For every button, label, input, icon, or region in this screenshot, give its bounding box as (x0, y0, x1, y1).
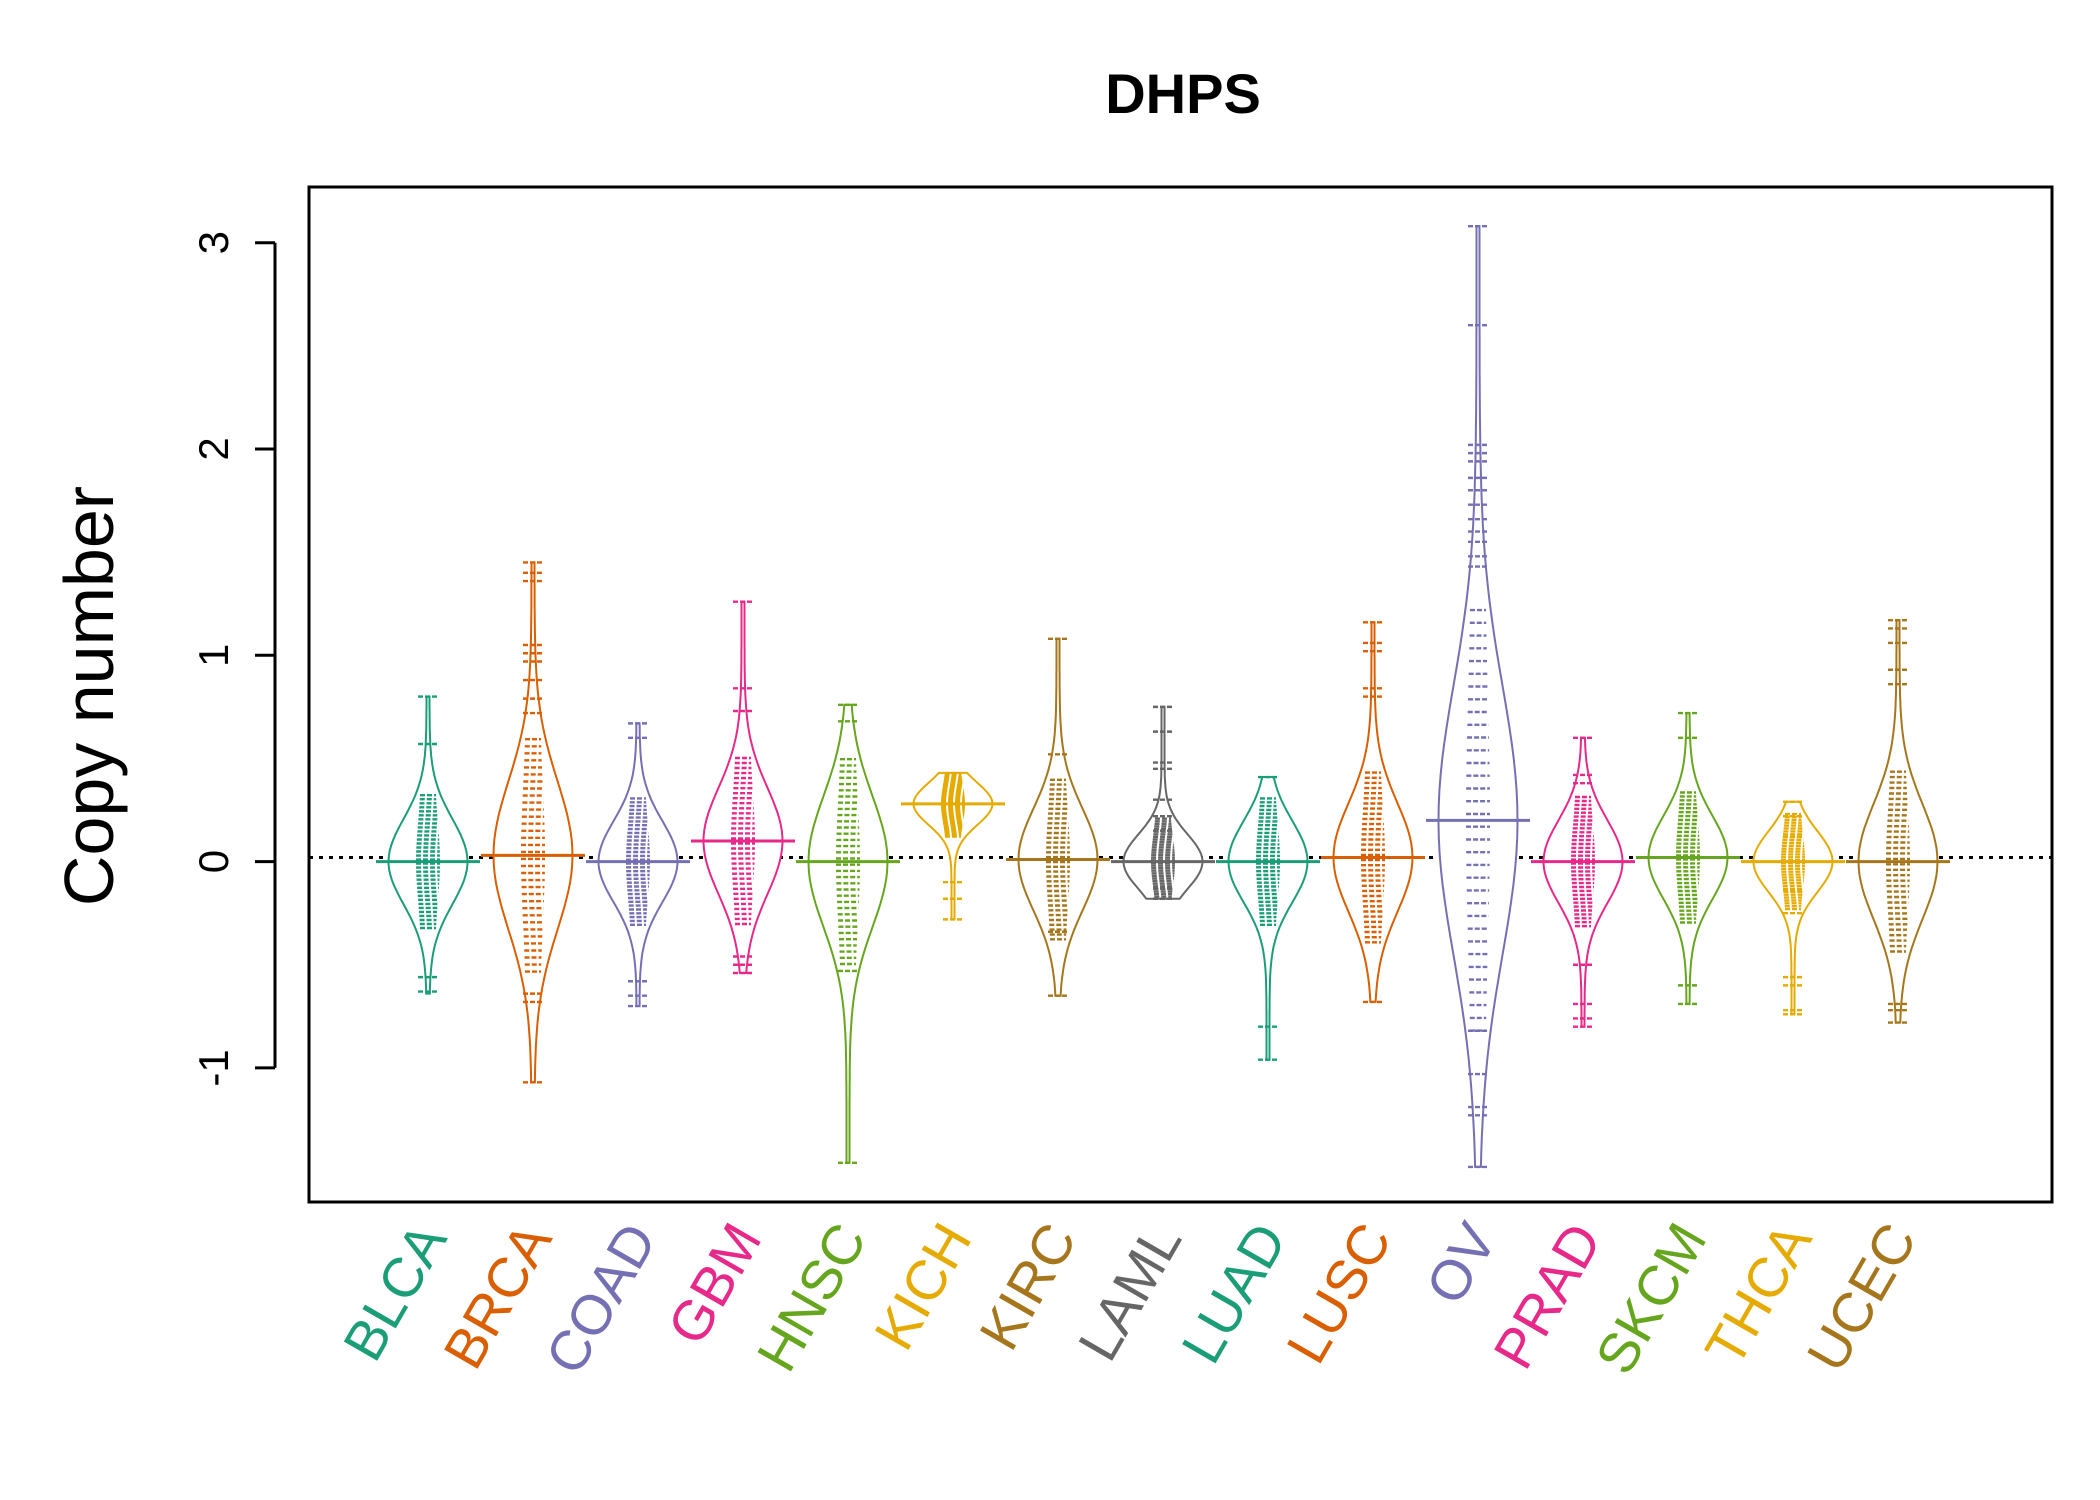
bean-density-blca (387, 695, 469, 995)
x-tick-label-ucec: UCEC (1794, 1213, 1928, 1382)
x-tick-label-ov: OV (1413, 1212, 1508, 1314)
bean-kirc (1006, 637, 1110, 997)
y-tick-label: 3 (190, 231, 237, 254)
chart-title: DHPS (1105, 62, 1261, 125)
x-tick-label-hnsc: HNSC (744, 1213, 878, 1382)
plot-frame (307, 185, 2054, 1204)
y-axis: -1 0 1 2 3 (190, 231, 277, 1087)
x-tick-label-lusc: LUSC (1274, 1213, 1403, 1374)
x-tick-label-kich: KICH (862, 1213, 983, 1360)
y-tick-label: 2 (190, 437, 237, 460)
y-axis-label: Copy number (50, 486, 128, 906)
bean-density-lusc (1332, 621, 1414, 1003)
chart-marks (309, 224, 2052, 1169)
bean-hnsc (796, 703, 900, 1165)
y-tick-label: 0 (190, 850, 237, 873)
y-tick-label: -1 (190, 1049, 237, 1086)
bean-prad (1531, 736, 1635, 1028)
bean-coad (586, 722, 690, 1008)
bean-blca (376, 695, 480, 995)
bean-skcm (1636, 711, 1740, 1006)
bean-ov (1426, 224, 1530, 1169)
bean-density-luad (1227, 776, 1309, 1061)
x-tick-label-luad: LUAD (1169, 1213, 1298, 1374)
y-tick-label: 1 (190, 644, 237, 667)
bean-ucec (1846, 619, 1950, 1024)
bean-density-ov (1437, 225, 1519, 1168)
bean-brca (481, 561, 585, 1084)
bean-luad (1216, 775, 1320, 1061)
bean-thca (1741, 800, 1845, 1016)
bean-laml (1111, 705, 1215, 900)
bean-kich (901, 771, 1005, 921)
bean-density-brca (492, 561, 574, 1084)
bean-lusc (1321, 621, 1425, 1004)
x-tick-label-laml: LAML (1066, 1213, 1194, 1371)
bean-gbm (691, 600, 795, 975)
